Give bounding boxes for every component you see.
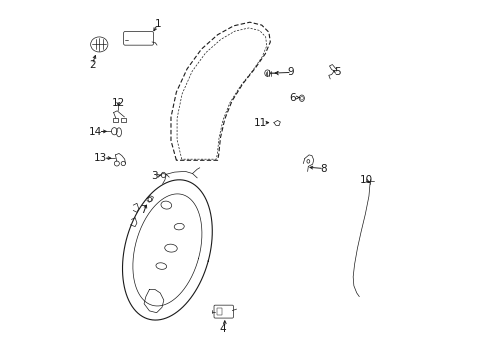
Text: 12: 12 [111,98,124,108]
Bar [217,309,221,315]
Text: 7: 7 [140,206,146,216]
Text: 3: 3 [151,171,158,181]
Bar [121,118,126,122]
Text: 8: 8 [320,164,326,174]
Text: 6: 6 [289,93,296,103]
Text: 2: 2 [89,60,95,70]
Text: 13: 13 [94,153,107,163]
Text: 9: 9 [287,67,294,77]
Text: 14: 14 [88,127,102,136]
Text: 10: 10 [359,175,372,185]
Text: 1: 1 [155,19,162,29]
Text: 4: 4 [219,324,226,334]
Bar [113,118,117,122]
Text: 11: 11 [253,118,267,128]
Text: 5: 5 [334,67,340,77]
